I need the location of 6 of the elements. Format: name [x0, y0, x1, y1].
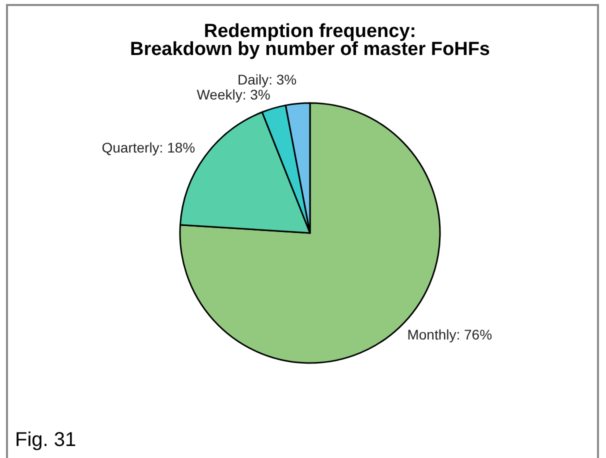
slice-label: Monthly: 76%: [407, 326, 492, 342]
slice-label: Weekly: 3%: [196, 86, 270, 102]
slice-label: Daily: 3%: [237, 71, 297, 88]
caption: Fig. 31: [15, 429, 76, 451]
chart-title: Redemption frequency: Breakdown by number of master FoHFs: [130, 21, 490, 60]
slice-label: Quarterly: 18%: [102, 139, 196, 156]
